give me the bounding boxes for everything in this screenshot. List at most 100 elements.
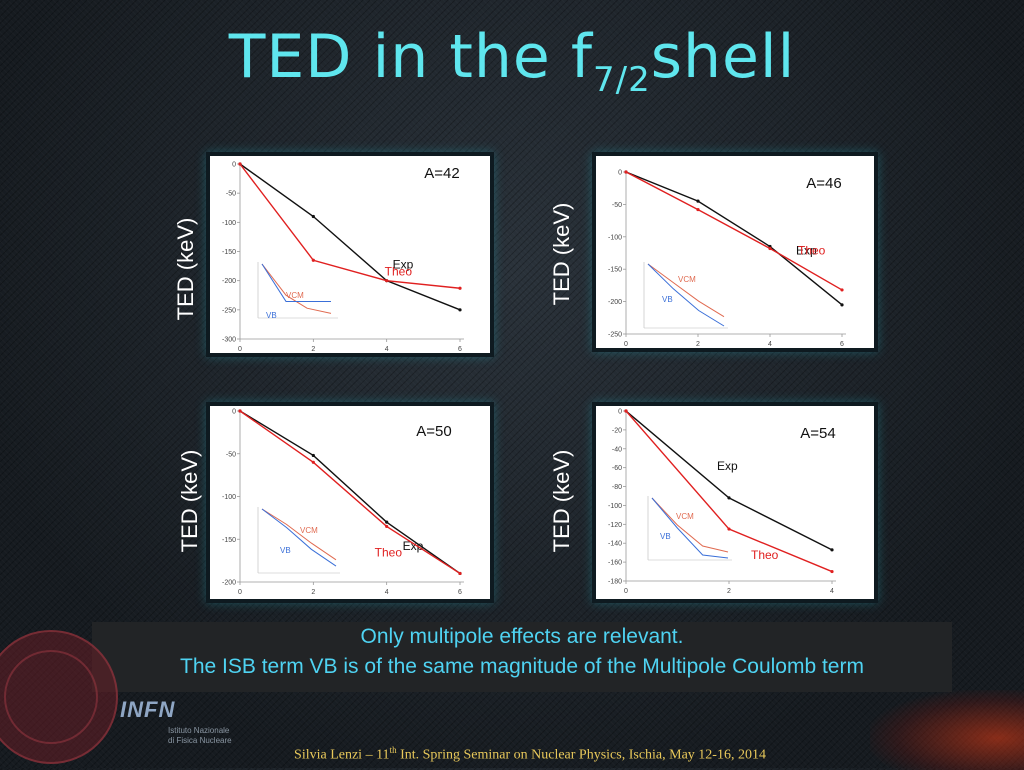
x-tick-label: 6 [840, 341, 844, 348]
inset-label-vb: VB [266, 311, 277, 320]
inset-label-vcm: VCM [676, 512, 694, 521]
infn-logo: INFN [120, 697, 176, 722]
data-point-theo [840, 288, 844, 292]
y-tick-label: -50 [226, 191, 236, 198]
y-axis-label-a50: TED (keV) [177, 449, 202, 553]
x-tick-label: 6 [458, 346, 462, 353]
inset-line-vcm [651, 497, 729, 553]
data-point-theo [624, 170, 628, 174]
inset-line-vb [261, 263, 331, 302]
infn-logo-subtitle: Istituto Nazionale di Fisica Nucleare [168, 726, 232, 746]
data-point-theo [768, 246, 772, 251]
y-tick-label: -200 [222, 278, 236, 285]
data-point-exp [311, 214, 315, 219]
x-tick-label: 0 [238, 346, 242, 353]
y-tick-label: -160 [608, 560, 622, 567]
x-tick-label: 0 [624, 588, 628, 595]
panel-annotation: A=42 [424, 165, 459, 182]
footer-credit: Silvia Lenzi – 11th Int. Spring Seminar … [0, 745, 1024, 764]
data-point-theo [696, 207, 700, 212]
x-tick-label: 0 [624, 341, 628, 348]
y-tick-label: -100 [608, 234, 622, 241]
data-point-exp [385, 520, 389, 524]
inset-label-vcm: VCM [286, 291, 304, 300]
data-point-theo [385, 524, 389, 529]
inset-label-vb: VB [280, 546, 291, 555]
inset-label-vcm: VCM [300, 526, 318, 535]
x-tick-label: 4 [768, 341, 772, 348]
decorative-glow [870, 690, 1024, 770]
y-tick-label: 0 [618, 170, 622, 177]
y-tick-label: -100 [222, 220, 236, 227]
y-tick-label: -120 [608, 522, 622, 529]
inset-label-vb: VB [660, 532, 671, 541]
series-label-theo: Theo [375, 545, 403, 559]
y-tick-label: -100 [222, 494, 236, 501]
data-point-exp [311, 453, 315, 458]
panel-annotation: A=46 [806, 175, 841, 192]
series-label-exp: Exp [796, 244, 817, 258]
x-tick-label: 2 [311, 346, 315, 353]
series-label-exp: Exp [717, 459, 738, 473]
title-subscript: 7/2 [593, 60, 651, 100]
x-tick-label: 2 [696, 341, 700, 348]
y-tick-label: -200 [222, 580, 236, 587]
x-tick-label: 4 [385, 589, 389, 596]
data-point-theo [385, 279, 389, 283]
data-point-exp [830, 548, 834, 552]
y-tick-label: -150 [222, 537, 236, 544]
y-tick-label: -60 [612, 465, 622, 472]
footer-sup: th [389, 745, 397, 755]
data-point-theo [238, 162, 242, 166]
x-tick-label: 4 [385, 346, 389, 353]
university-seal-logo [0, 630, 118, 764]
inset-label-vcm: VCM [678, 275, 696, 284]
title-main: TED in the f [228, 22, 593, 92]
inset-label-vb: VB [662, 295, 673, 304]
series-label-theo: Theo [798, 243, 826, 257]
y-tick-label: -50 [612, 202, 622, 209]
y-tick-label: -250 [608, 332, 622, 339]
caption-line-1: Only multipole effects are relevant. [360, 625, 684, 648]
data-point-theo [458, 286, 462, 290]
y-tick-label: -140 [608, 541, 622, 548]
x-tick-label: 2 [311, 589, 315, 596]
data-point-theo [830, 569, 834, 574]
title-tail: shell [650, 22, 796, 92]
caption-line-2: The ISB term VB is of the same magnitude… [180, 655, 864, 678]
y-tick-label: -80 [612, 484, 622, 491]
y-tick-label: -100 [608, 503, 622, 510]
chart-panel-a54: 0 -20 -40 -60 -80 -100 -120 -140 -160 -180 0 2 4 A=54… [596, 406, 874, 599]
slide-title: TED in the f7/2shell [0, 22, 1024, 100]
panel-annotation: A=50 [416, 423, 451, 440]
data-point-theo [624, 409, 628, 413]
inset-line-vcm [261, 263, 332, 314]
infn-sub-1: Istituto Nazionale [168, 726, 230, 735]
footer-post: Int. Spring Seminar on Nuclear Physics, … [396, 747, 766, 763]
y-tick-label: 0 [232, 162, 236, 169]
y-tick-label: -20 [612, 427, 622, 434]
series-label-exp: Exp [403, 539, 424, 553]
inset-line-vb [647, 263, 725, 327]
x-tick-label: 0 [238, 589, 242, 596]
series-line-exp [239, 163, 461, 311]
caption-box: Only multipole effects are relevant. The… [92, 622, 952, 692]
y-axis-label-a42: TED (keV) [173, 217, 198, 321]
chart-panel-a46: 0 -50 -100 -150 -200 -250 0 2 4 6 A=46 Exp Theo VCM VB [596, 156, 874, 348]
x-tick-label: 6 [458, 589, 462, 596]
x-tick-label: 4 [830, 588, 834, 595]
series-label-theo: Theo [751, 548, 779, 562]
data-point-exp [727, 496, 731, 500]
inset-line-vb [261, 508, 337, 567]
y-tick-label: -150 [608, 267, 622, 274]
footer-pre: Silvia Lenzi – 11 [294, 747, 390, 763]
series-line-theo [239, 410, 461, 575]
inset-line-vcm [261, 508, 337, 561]
infn-sub-2: di Fisica Nucleare [168, 736, 232, 745]
y-tick-label: 0 [232, 409, 236, 416]
data-point-theo [238, 409, 242, 413]
